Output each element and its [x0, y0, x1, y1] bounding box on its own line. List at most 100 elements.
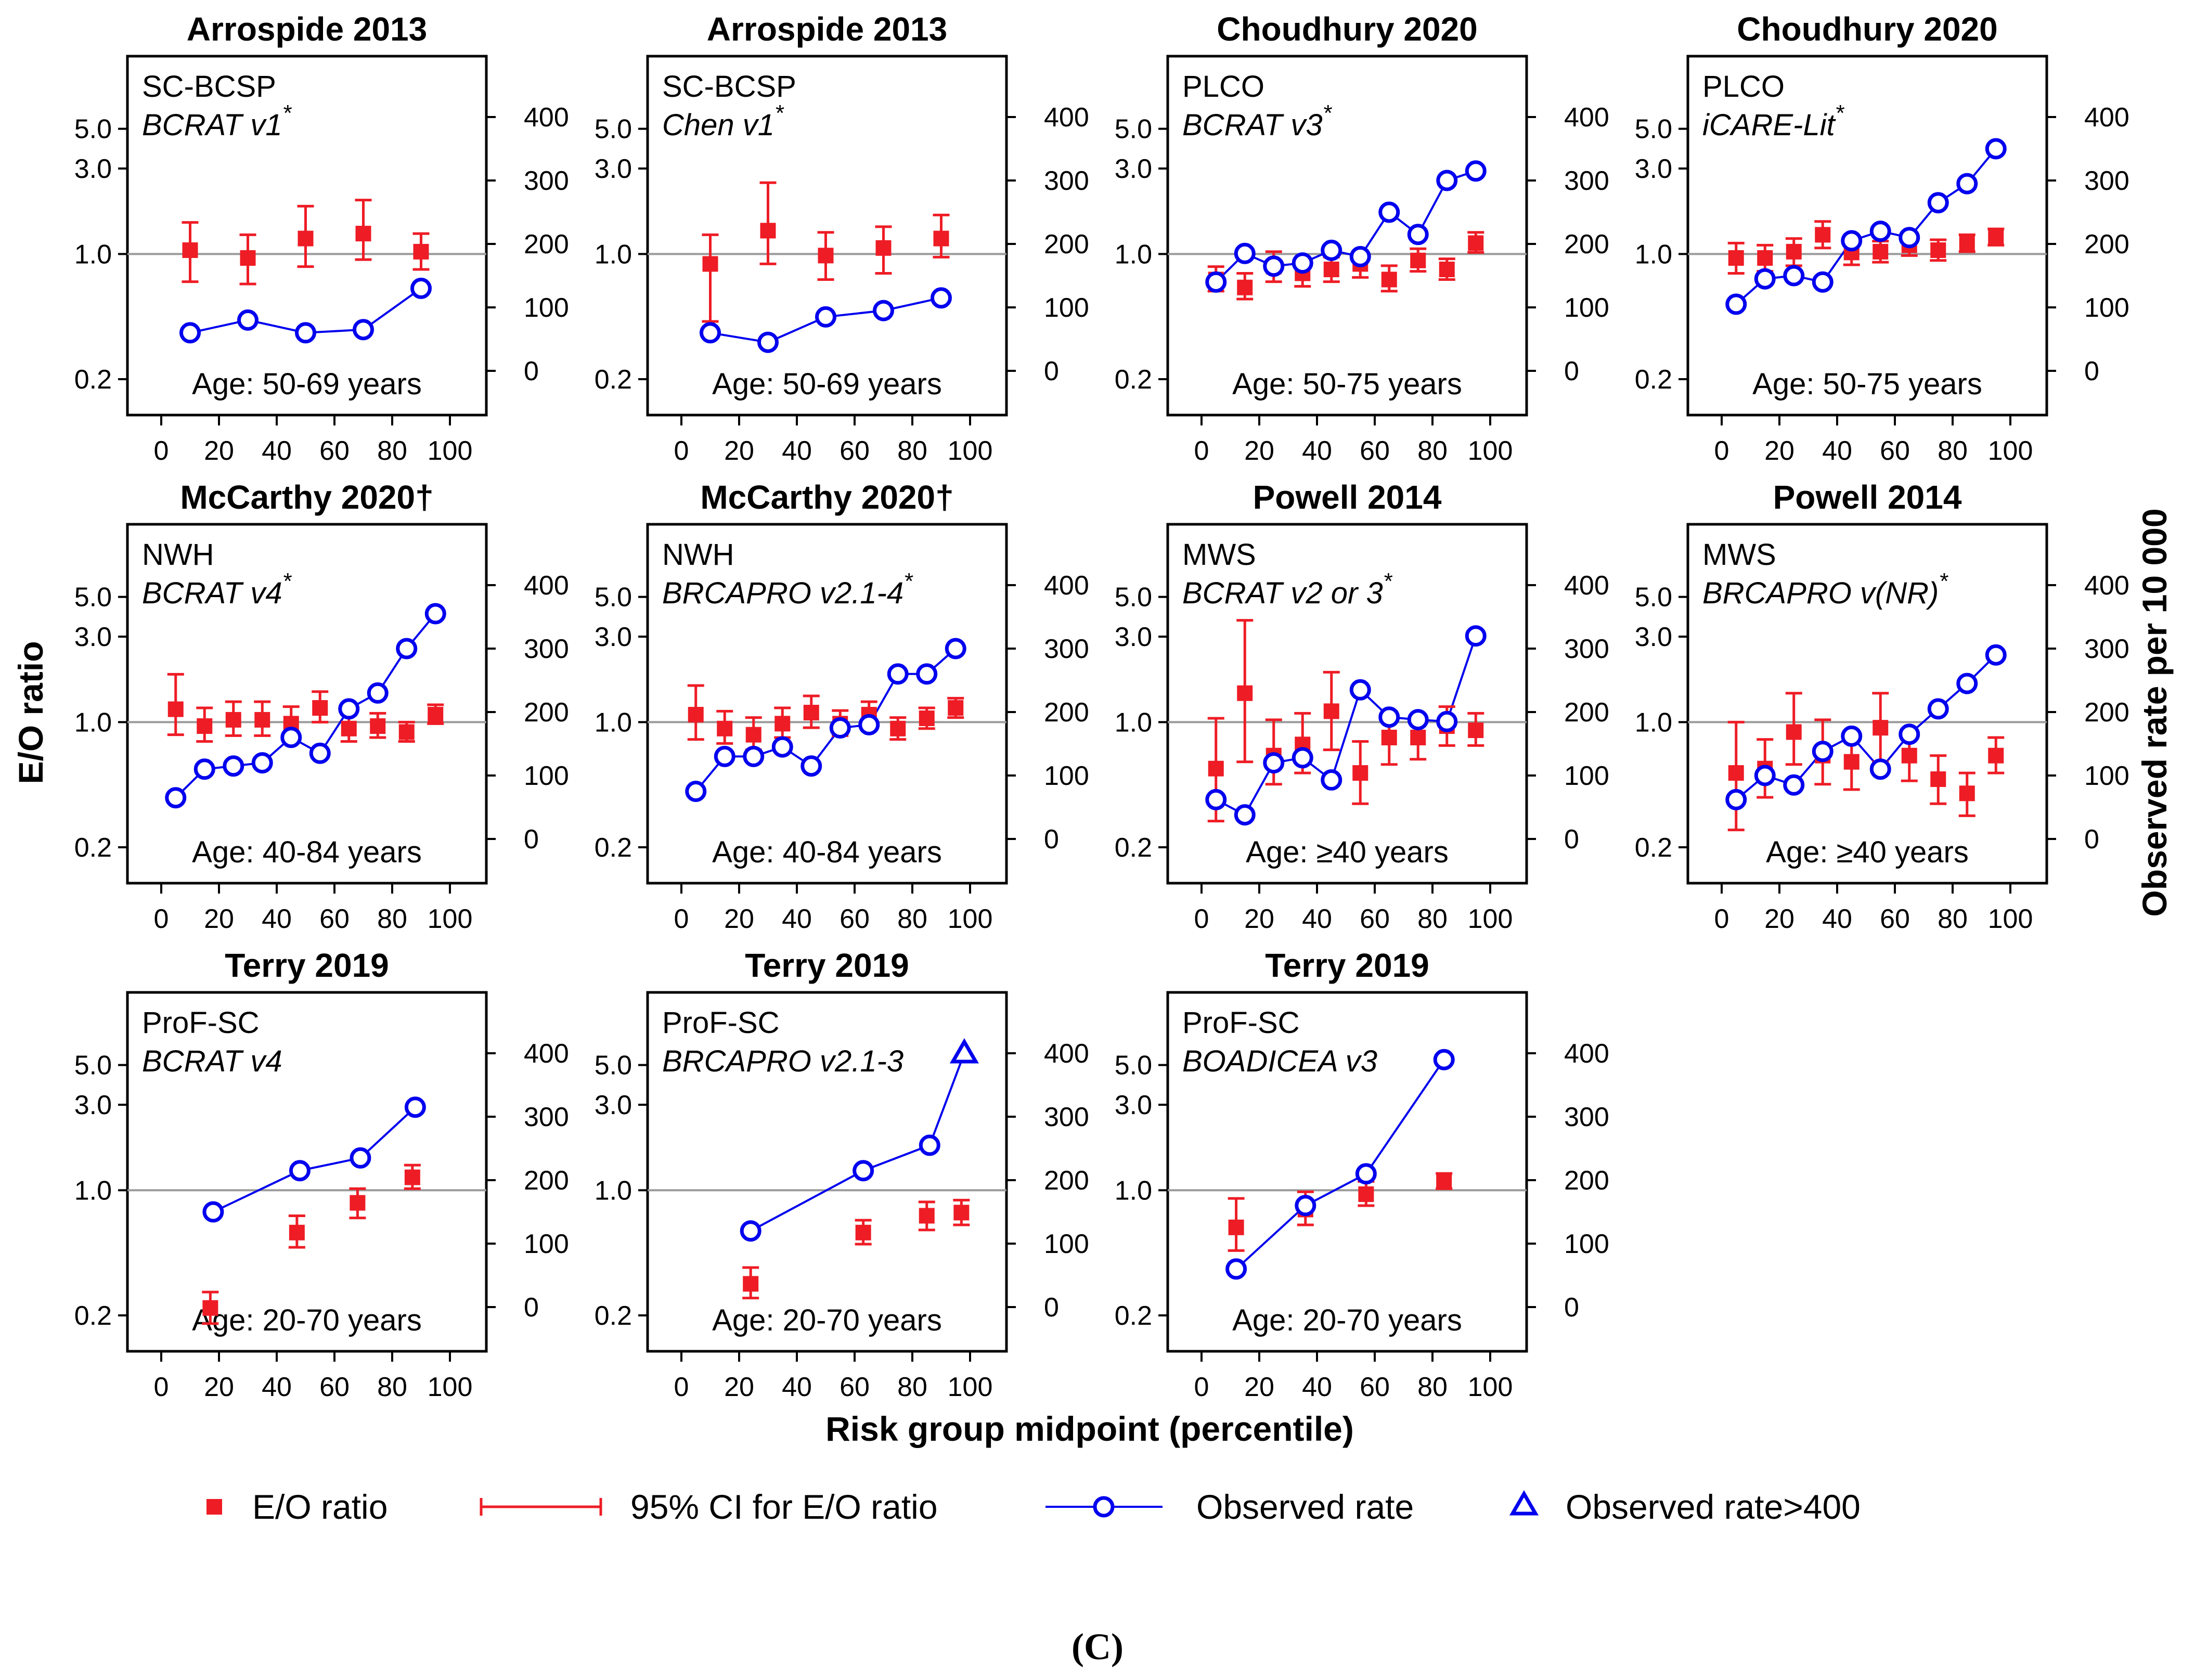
y-left-tick-label: 0.2	[595, 1301, 632, 1331]
x-tick-label: 100	[1468, 436, 1513, 466]
panel-title: Terry 2019	[1265, 947, 1429, 984]
panel-model-label: BCRAT v4	[142, 576, 282, 610]
observed-rate-point	[1956, 673, 1978, 694]
eo-point	[745, 727, 761, 743]
x-tick-label: 0	[154, 904, 169, 934]
observed-rate-point	[223, 755, 244, 777]
y-right-tick-label: 0	[1564, 356, 1579, 386]
panel-study-label: MWS	[1182, 538, 1256, 572]
eo-point	[404, 1169, 420, 1185]
observed-rate-point	[309, 742, 331, 764]
legend-ci-label: 95% CI for E/O ratio	[630, 1488, 938, 1526]
observed-rate-point	[685, 781, 707, 802]
panel-star-mark: *	[283, 568, 292, 594]
panel-study-label: SC-BCSP	[662, 70, 796, 104]
x-tick-label: 0	[154, 1372, 169, 1402]
observed-rate-point	[1927, 192, 1949, 214]
observed-rate-point	[1433, 1049, 1455, 1070]
panel-model-label: BRCAPRO v2.1-3	[662, 1044, 903, 1078]
observed-rate-point	[1812, 271, 1834, 293]
legend-eo-marker	[206, 1499, 222, 1515]
y-right-tick-label: 200	[524, 1166, 569, 1196]
eo-point	[1439, 261, 1455, 277]
observed-rate-line	[175, 613, 436, 799]
x-tick-label: 60	[319, 1372, 350, 1402]
observed-rate-point	[280, 727, 302, 748]
panel-title: Choudhury 2020	[1737, 10, 1997, 48]
observed-rate-point	[1465, 160, 1487, 182]
y-left-tick-label: 3.0	[595, 622, 632, 652]
eo-point	[1352, 765, 1368, 781]
x-tick-label: 0	[674, 904, 689, 934]
panel-study-label: ProF-SC	[142, 1006, 260, 1040]
y-right-tick-label: 200	[524, 697, 569, 728]
eo-point	[1208, 760, 1224, 777]
panel-model-label: iCARE-Lit	[1702, 108, 1836, 142]
legend-eo-label: E/O ratio	[252, 1488, 388, 1526]
y-right-tick-label: 0	[1044, 824, 1059, 855]
x-tick-label: 60	[1360, 1372, 1390, 1402]
y-left-tick-label: 0.2	[1115, 365, 1152, 395]
y-left-tick-label: 0.2	[595, 833, 632, 863]
observed-rate-point	[1234, 242, 1256, 264]
panel-star-mark: *	[283, 100, 292, 126]
observed-rate-point	[1234, 804, 1256, 826]
x-tick-label: 80	[1417, 904, 1448, 934]
figure-caption: (C)	[1071, 1626, 1124, 1668]
panel-star-mark: *	[1384, 568, 1393, 594]
panel-frame	[646, 991, 1008, 1353]
observed-rate-point	[740, 1220, 761, 1242]
eo-point	[1930, 242, 1946, 259]
x-tick-label: 40	[782, 436, 812, 466]
x-tick-label: 20	[204, 436, 234, 466]
observed-rate-point	[165, 787, 187, 809]
observed-rate-point	[1812, 741, 1834, 763]
panel-model-label: BOADICEA v3	[1182, 1044, 1377, 1078]
y-right-tick-label: 100	[1044, 761, 1089, 791]
observed-rate-point	[1956, 173, 1978, 195]
x-tick-label: 20	[724, 436, 754, 466]
y-right-tick-label: 200	[1044, 229, 1089, 260]
y-right-tick-label: 300	[1564, 166, 1609, 196]
panel-model-label: BCRAT v3	[1182, 108, 1323, 142]
legend-observed-marker	[1045, 1496, 1163, 1518]
panel-age-label: Age: 50-75 years	[1752, 367, 1982, 401]
eo-point	[370, 718, 386, 734]
y-left-tick-label: 5.0	[1115, 583, 1152, 613]
x-tick-label: 0	[1194, 904, 1209, 934]
y-right-tick-label: 400	[1564, 102, 1609, 133]
y-left-tick-label: 0.2	[74, 833, 112, 863]
y-left-tick-label: 5.0	[74, 114, 112, 145]
eo-point	[1786, 724, 1802, 740]
x-tick-label: 80	[897, 1372, 927, 1402]
x-tick-label: 60	[319, 436, 350, 466]
x-tick-label: 60	[319, 904, 350, 934]
legend: E/O ratio 95% CI for E/O ratio Observed …	[206, 1488, 1861, 1526]
y-right-tick-label: 100	[1044, 293, 1089, 323]
eo-point	[225, 712, 241, 728]
x-tick-label: 80	[897, 436, 927, 466]
observed-rate-point	[179, 322, 201, 344]
panel-title: Powell 2014	[1253, 479, 1442, 516]
x-tick-label: 40	[1302, 904, 1332, 934]
y-left-tick-label: 0.2	[1635, 365, 1672, 395]
observed-rate-line	[750, 1053, 965, 1232]
y-left-tick-label: 3.0	[1635, 154, 1672, 184]
panel-age-label: Age: ≥40 years	[1246, 835, 1449, 869]
panel-title: Terry 2019	[225, 947, 389, 984]
x-tick-label: 0	[674, 436, 689, 466]
y-right-tick-label: 400	[2084, 102, 2129, 133]
observed-rate-point	[353, 319, 374, 341]
y-right-tick-label: 400	[524, 1039, 569, 1069]
y-right-tick-label: 300	[1044, 634, 1089, 664]
panel-study-label: ProF-SC	[1182, 1006, 1300, 1040]
observed-rate-point	[237, 309, 259, 331]
y-right-tick-label: 100	[1044, 1229, 1089, 1259]
y-left-tick-label: 1.0	[1635, 707, 1672, 738]
eo-point	[774, 716, 791, 732]
y-left-tick-label: 0.2	[595, 365, 632, 395]
eo-point	[1410, 252, 1426, 268]
panel-star-mark: *	[1836, 100, 1845, 126]
observed-rate-point	[193, 758, 215, 780]
